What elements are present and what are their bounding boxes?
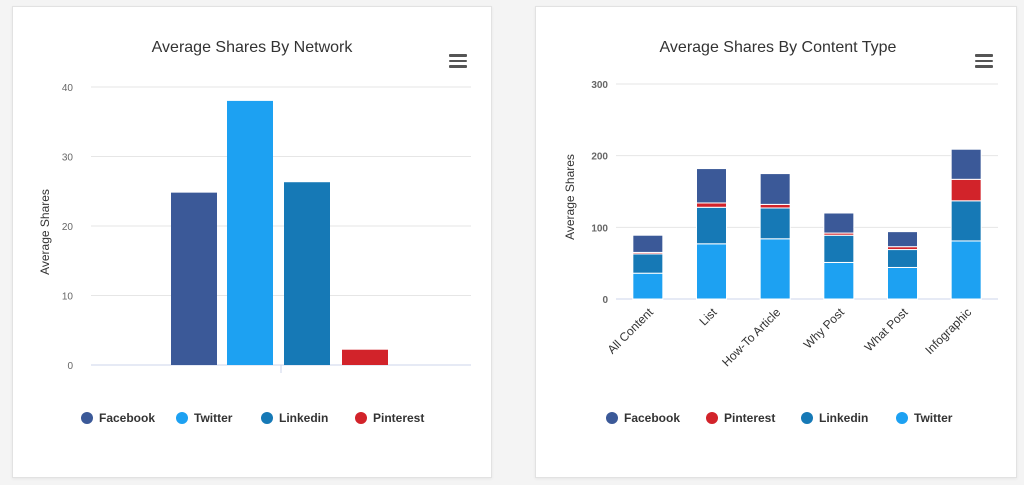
x-tick-label: Infographic bbox=[922, 305, 974, 357]
x-tick-label: Why Post bbox=[801, 305, 848, 352]
legend-marker bbox=[355, 412, 367, 424]
bar-segment-facebook[interactable] bbox=[759, 173, 791, 205]
legend-marker bbox=[606, 412, 618, 424]
legend-label: Twitter bbox=[914, 411, 953, 425]
legend-marker bbox=[896, 412, 908, 424]
bar-segment-linkedin[interactable] bbox=[632, 253, 664, 274]
legend-label: Facebook bbox=[624, 411, 680, 425]
legend-item-pinterest[interactable]: Pinterest bbox=[706, 411, 775, 425]
bar-twitter[interactable] bbox=[227, 100, 273, 366]
legend-item-facebook[interactable]: Facebook bbox=[81, 411, 155, 425]
legend-label: Twitter bbox=[194, 411, 233, 425]
legend-item-linkedin[interactable]: Linkedin bbox=[801, 411, 868, 425]
bar-segment-twitter[interactable] bbox=[950, 240, 982, 300]
bar-segment-facebook[interactable] bbox=[823, 212, 855, 234]
legend-label: Facebook bbox=[99, 411, 155, 425]
y-tick-label: 0 bbox=[67, 361, 73, 372]
bar-linkedin[interactable] bbox=[284, 182, 330, 365]
legend-label: Pinterest bbox=[724, 411, 775, 425]
content-type-chart: Average Shares By Content Type 0 100 200 30… bbox=[563, 39, 998, 425]
bar-segment-facebook[interactable] bbox=[887, 231, 918, 248]
bar-segment-facebook[interactable] bbox=[696, 168, 727, 204]
chart-menu-icon[interactable] bbox=[447, 52, 469, 70]
content-type-chart-card: Average Shares By Content Type 0 100 200 30… bbox=[535, 6, 1017, 478]
bar-facebook[interactable] bbox=[171, 192, 217, 365]
bar-segment-linkedin[interactable] bbox=[759, 207, 791, 240]
y-tick-label: 40 bbox=[62, 83, 74, 94]
chart-title: Average Shares By Network bbox=[152, 39, 354, 56]
bar-segment-twitter[interactable] bbox=[759, 238, 791, 300]
y-tick-label: 100 bbox=[591, 223, 608, 234]
y-tick-label: 10 bbox=[62, 292, 74, 303]
bar-segment-facebook[interactable] bbox=[950, 148, 982, 180]
y-tick-label: 30 bbox=[62, 153, 74, 164]
legend-marker bbox=[801, 412, 813, 424]
legend-item-linkedin[interactable]: Linkedin bbox=[261, 411, 328, 425]
legend-marker bbox=[706, 412, 718, 424]
y-axis-title: Average Shares bbox=[563, 154, 577, 240]
bar-segment-pinterest[interactable] bbox=[696, 202, 727, 208]
legend-marker bbox=[176, 412, 188, 424]
bar-segment-pinterest[interactable] bbox=[950, 178, 982, 202]
y-tick-label: 20 bbox=[62, 222, 74, 233]
bar-segment-twitter[interactable] bbox=[696, 243, 727, 300]
legend-item-twitter[interactable]: Twitter bbox=[176, 411, 233, 425]
legend-marker bbox=[261, 412, 273, 424]
y-tick-label: 200 bbox=[591, 152, 608, 163]
network-chart: Average Shares By Network 0 10 20 30 40 Aver… bbox=[38, 39, 471, 425]
bar-segment-linkedin[interactable] bbox=[696, 206, 727, 245]
network-chart-card: Average Shares By Network 0 10 20 30 40 Aver… bbox=[12, 6, 492, 478]
bar-segment-pinterest[interactable] bbox=[759, 203, 791, 209]
x-tick-label: What Post bbox=[862, 305, 912, 355]
legend-item-twitter[interactable]: Twitter bbox=[896, 411, 953, 425]
bar-segment-twitter[interactable] bbox=[632, 272, 664, 300]
bar-pinterest[interactable] bbox=[342, 349, 388, 365]
bar-segment-linkedin[interactable] bbox=[887, 249, 918, 268]
legend-label: Linkedin bbox=[819, 411, 868, 425]
bar-segment-facebook[interactable] bbox=[632, 234, 664, 253]
legend-marker bbox=[81, 412, 93, 424]
x-tick-label: All Content bbox=[605, 305, 657, 357]
chart-title: Average Shares By Content Type bbox=[660, 39, 897, 56]
y-axis-title: Average Shares bbox=[38, 189, 52, 275]
y-tick-label: 300 bbox=[591, 80, 608, 91]
legend-item-pinterest[interactable]: Pinterest bbox=[355, 411, 424, 425]
bar-segment-linkedin[interactable] bbox=[950, 200, 982, 242]
chart-menu-icon[interactable] bbox=[973, 52, 995, 70]
x-tick-label: List bbox=[697, 305, 721, 329]
legend-item-facebook[interactable]: Facebook bbox=[606, 411, 680, 425]
legend-label: Linkedin bbox=[279, 411, 328, 425]
bar-segment-twitter[interactable] bbox=[887, 266, 918, 300]
x-tick-label: How-To Article bbox=[719, 305, 783, 369]
bar-segment-linkedin[interactable] bbox=[823, 234, 855, 263]
y-tick-label: 0 bbox=[602, 295, 608, 306]
bar-segment-twitter[interactable] bbox=[823, 261, 855, 300]
legend-label: Pinterest bbox=[373, 411, 424, 425]
